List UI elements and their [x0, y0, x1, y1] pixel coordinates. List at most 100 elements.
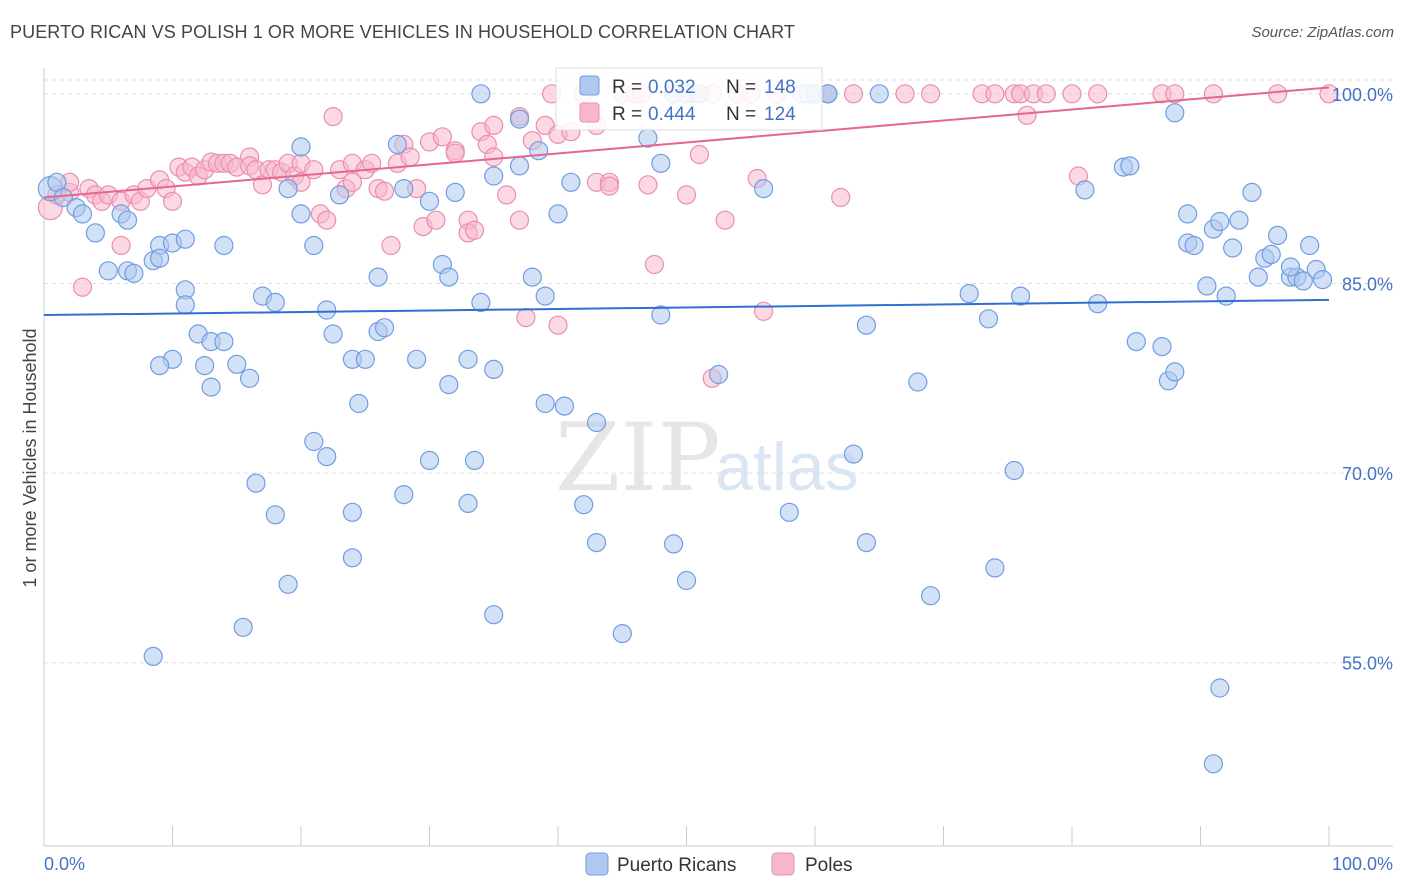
- puerto-ricans-point: [535, 286, 555, 306]
- puerto-ricans-point: [471, 292, 491, 312]
- poles-point: [426, 210, 446, 230]
- chart-title: PUERTO RICAN VS POLISH 1 OR MORE VEHICLE…: [10, 22, 796, 42]
- y-tick-label: 55.0%: [1342, 654, 1393, 674]
- y-axis-label: 1 or more Vehicles in Household: [20, 328, 40, 587]
- legend: Puerto Ricans Poles: [585, 852, 853, 876]
- puerto-ricans-point: [651, 153, 671, 173]
- puerto-ricans-point: [342, 502, 362, 522]
- legend-swatch-puerto-ricans: [585, 852, 609, 876]
- poles-point: [484, 115, 504, 136]
- x-tick-label-max: 100.0%: [1332, 854, 1393, 874]
- stats-r-label-1: R =: [612, 77, 642, 98]
- puerto-ricans-point: [1300, 235, 1320, 256]
- puerto-ricans-point: [612, 623, 632, 644]
- puerto-ricans-point: [317, 300, 337, 320]
- puerto-ricans-point: [1293, 271, 1313, 291]
- poles-point: [484, 147, 504, 167]
- puerto-ricans-point: [1242, 182, 1262, 202]
- poles-point: [111, 235, 131, 256]
- puerto-ricans-point: [959, 284, 979, 304]
- puerto-ricans-point: [265, 505, 285, 525]
- puerto-ricans-point: [484, 605, 504, 625]
- poles-point: [831, 187, 851, 208]
- legend-label-poles: Poles: [805, 855, 853, 876]
- puerto-ricans-point: [439, 375, 459, 395]
- puerto-ricans-point: [439, 267, 459, 287]
- x-tick-label-min: 0.0%: [44, 854, 85, 874]
- puerto-ricans-point: [330, 185, 350, 205]
- puerto-ricans-point: [1222, 238, 1243, 258]
- poles-point: [920, 84, 941, 104]
- puerto-ricans-point: [1229, 210, 1249, 230]
- puerto-ricans-point: [143, 646, 163, 667]
- puerto-ricans-point: [233, 617, 253, 637]
- puerto-ricans-point: [1261, 244, 1281, 264]
- puerto-ricans-point: [1152, 337, 1172, 357]
- stats-r-value-2: 0.444: [648, 104, 696, 125]
- poles-point: [162, 191, 183, 211]
- puerto-ricans-point: [548, 204, 568, 224]
- poles-trend-line: [43, 86, 1330, 199]
- poles-point: [644, 254, 665, 275]
- puerto-ricans-point: [195, 356, 215, 376]
- legend-label-puerto-ricans: Puerto Ricans: [617, 855, 736, 876]
- puerto-ricans-point: [368, 267, 388, 287]
- stats-box-frame: [555, 67, 823, 131]
- puerto-ricans-point: [1165, 103, 1185, 123]
- puerto-ricans-point: [407, 349, 427, 369]
- poles-point: [1036, 84, 1056, 104]
- puerto-ricans-point: [1203, 754, 1224, 774]
- puerto-ricans-point: [509, 156, 530, 176]
- poles-point: [753, 301, 774, 321]
- stats-n-value-2: 124: [764, 104, 796, 125]
- poles-point: [509, 210, 530, 230]
- puerto-ricans-point: [387, 134, 407, 154]
- puerto-ricans-point: [676, 570, 697, 591]
- puerto-ricans-point: [464, 450, 485, 470]
- puerto-ricans-point: [978, 309, 999, 329]
- puerto-ricans-point: [419, 450, 440, 470]
- puerto-ricans-point: [529, 141, 549, 161]
- puerto-ricans-point: [586, 412, 607, 433]
- puerto-ricans-point: [175, 295, 195, 315]
- poles-point: [342, 172, 362, 192]
- stats-swatch-pink: [579, 102, 600, 123]
- puerto-ricans-point: [1280, 257, 1301, 277]
- puerto-ricans-point: [98, 261, 118, 281]
- puerto-ricans-point: [1165, 362, 1185, 382]
- puerto-ricans-point: [214, 332, 234, 352]
- puerto-ricans-point: [908, 372, 928, 392]
- puerto-ricans-point: [342, 548, 362, 568]
- puerto-ricans-point: [85, 223, 106, 243]
- poles-point: [1319, 84, 1339, 104]
- puerto-ricans-point: [663, 534, 684, 554]
- puerto-ricans-point: [574, 495, 594, 515]
- puerto-ricans-point: [753, 179, 774, 199]
- poles-point: [638, 175, 658, 195]
- puerto-ricans-point: [1088, 294, 1108, 314]
- puerto-ricans-point: [561, 172, 581, 192]
- puerto-ricans-point: [227, 354, 247, 374]
- poles-point: [1088, 84, 1108, 104]
- puerto-ricans-point: [265, 292, 285, 312]
- puerto-ricans-point: [535, 393, 555, 414]
- puerto-ricans-point: [291, 137, 311, 157]
- puerto-ricans-point: [394, 485, 414, 505]
- puerto-ricans-point: [246, 473, 266, 493]
- puerto-ricans-point: [278, 179, 298, 199]
- poles-point: [676, 185, 697, 205]
- poles-point: [1062, 84, 1082, 104]
- puerto-ricans-point: [323, 324, 343, 344]
- puerto-ricans-point: [471, 84, 491, 104]
- puerto-ricans-point: [1248, 267, 1268, 287]
- puerto-ricans-point: [349, 393, 369, 414]
- puerto-ricans-point: [240, 368, 260, 388]
- trend-lines: [43, 86, 1330, 317]
- poles-point: [445, 143, 465, 163]
- puerto-ricans-point: [175, 229, 195, 249]
- puerto-ricans-point: [920, 586, 941, 606]
- puerto-ricans-point: [843, 444, 864, 464]
- puerto-ricans-point: [1312, 270, 1333, 290]
- puerto-ricans-point: [1216, 286, 1236, 306]
- source-label: Source: ZipAtlas.com: [1251, 24, 1394, 41]
